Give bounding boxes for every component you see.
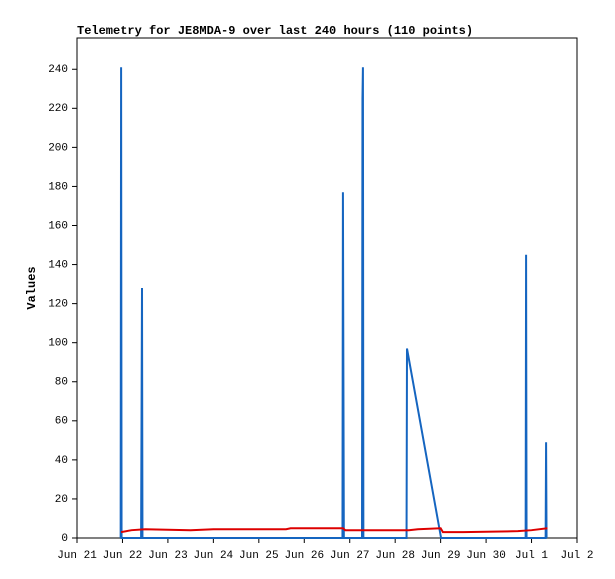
y-tick-label: 20: [55, 494, 68, 506]
x-tick-label: Jun 30: [466, 550, 506, 562]
x-tick-label: Jun 24: [194, 550, 234, 562]
data-line: [119, 67, 548, 539]
x-tick-label: Jun 22: [103, 550, 143, 562]
y-tick-label: 100: [48, 338, 68, 350]
x-tick-label: Jun 25: [239, 550, 279, 562]
x-tick-label: Jun 27: [330, 550, 370, 562]
x-tick-label: Jun 29: [421, 550, 461, 562]
x-tick-label: Jun 21: [57, 550, 97, 562]
y-tick-label: 200: [48, 142, 68, 154]
y-axis-label: Values: [25, 266, 39, 309]
data-line: [120, 527, 548, 534]
x-tick-label: Jul 2: [560, 550, 593, 562]
y-tick-label: 80: [55, 377, 68, 389]
y-tick-label: 240: [48, 64, 68, 76]
y-tick-label: 120: [48, 299, 68, 311]
y-tick-label: 0: [61, 533, 68, 545]
x-tick-label: Jun 23: [148, 550, 188, 562]
chart-title: Telemetry for JE8MDA-9 over last 240 hou…: [77, 24, 473, 38]
x-tick-label: Jun 28: [375, 550, 415, 562]
y-tick-label: 180: [48, 181, 68, 193]
y-tick-label: 160: [48, 220, 68, 232]
x-tick-label: Jul 1: [515, 550, 548, 562]
x-tick-label: Jun 26: [284, 550, 324, 562]
y-tick-label: 40: [55, 455, 68, 467]
y-tick-label: 60: [55, 416, 68, 428]
y-tick-label: 140: [48, 259, 68, 271]
y-tick-label: 220: [48, 103, 68, 115]
